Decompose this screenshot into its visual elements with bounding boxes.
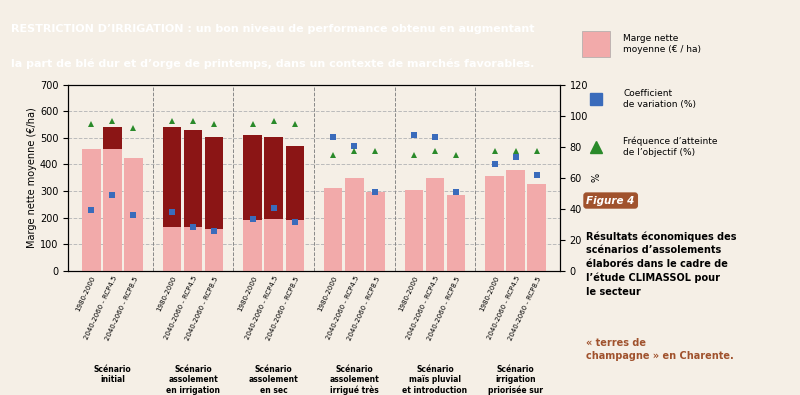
Bar — [205, 229, 223, 271]
Text: Marge nette
moyenne (€ / ha): Marge nette moyenne (€ / ha) — [623, 34, 701, 54]
Bar — [286, 146, 304, 271]
Bar — [527, 184, 546, 271]
Bar — [264, 219, 283, 271]
Text: RESTRICTION D’IRRIGATION : un bon niveau de performance obtenu en augmentant: RESTRICTION D’IRRIGATION : un bon niveau… — [11, 24, 534, 34]
Bar — [162, 227, 181, 271]
Bar — [124, 159, 142, 271]
Text: « terres de
champagne » en Charente.: « terres de champagne » en Charente. — [586, 338, 734, 361]
Text: Résultats économiques des
scénarios d’assolements
élaborés dans le cadre de
l’ét: Résultats économiques des scénarios d’as… — [586, 231, 737, 297]
Text: la part de blé dur et d’orge de printemps, dans un contexte de marchés favorable: la part de blé dur et d’orge de printemp… — [11, 59, 534, 69]
Bar — [582, 31, 610, 57]
Bar — [243, 135, 262, 271]
Bar — [486, 177, 504, 271]
Bar — [264, 137, 283, 271]
Bar — [366, 192, 385, 271]
Bar — [324, 188, 342, 271]
Bar — [506, 170, 525, 271]
Bar — [184, 130, 202, 271]
Bar — [405, 190, 423, 271]
Bar — [447, 195, 466, 271]
Y-axis label: Marge nette moyenne (€/ha): Marge nette moyenne (€/ha) — [27, 107, 37, 248]
Bar — [243, 220, 262, 271]
Text: Scénario
irrigation
priorisée sur
tournesol: Scénario irrigation priorisée sur tourne… — [488, 365, 543, 395]
Bar — [184, 227, 202, 271]
Bar — [124, 158, 142, 271]
Text: Scénario
assolement
irrigué très
simplifié: Scénario assolement irrigué très simplif… — [330, 365, 379, 395]
Text: Figure 4: Figure 4 — [586, 196, 635, 205]
Bar — [205, 137, 223, 271]
Text: Coefficient
de variation (%): Coefficient de variation (%) — [623, 89, 696, 109]
Bar — [426, 178, 444, 271]
Bar — [162, 127, 181, 271]
Text: Figure 4: Figure 4 — [586, 196, 635, 205]
Bar — [103, 149, 122, 271]
Bar — [82, 149, 101, 271]
Bar — [103, 127, 122, 271]
Text: Scénario
maïs pluvial
et introduction
sorgho irrigué: Scénario maïs pluvial et introduction so… — [402, 365, 467, 395]
Y-axis label: %: % — [591, 173, 601, 182]
Text: Fréquence d’atteinte
de l’objectif (%): Fréquence d’atteinte de l’objectif (%) — [623, 137, 718, 157]
Text: Scénario
assolement
en sec: Scénario assolement en sec — [249, 365, 298, 395]
Text: Scénario
initial: Scénario initial — [94, 365, 131, 384]
Text: Scénario
assolement
en irrigation
restreinte: Scénario assolement en irrigation restre… — [166, 365, 220, 395]
Bar — [286, 220, 304, 271]
Bar — [345, 178, 364, 271]
